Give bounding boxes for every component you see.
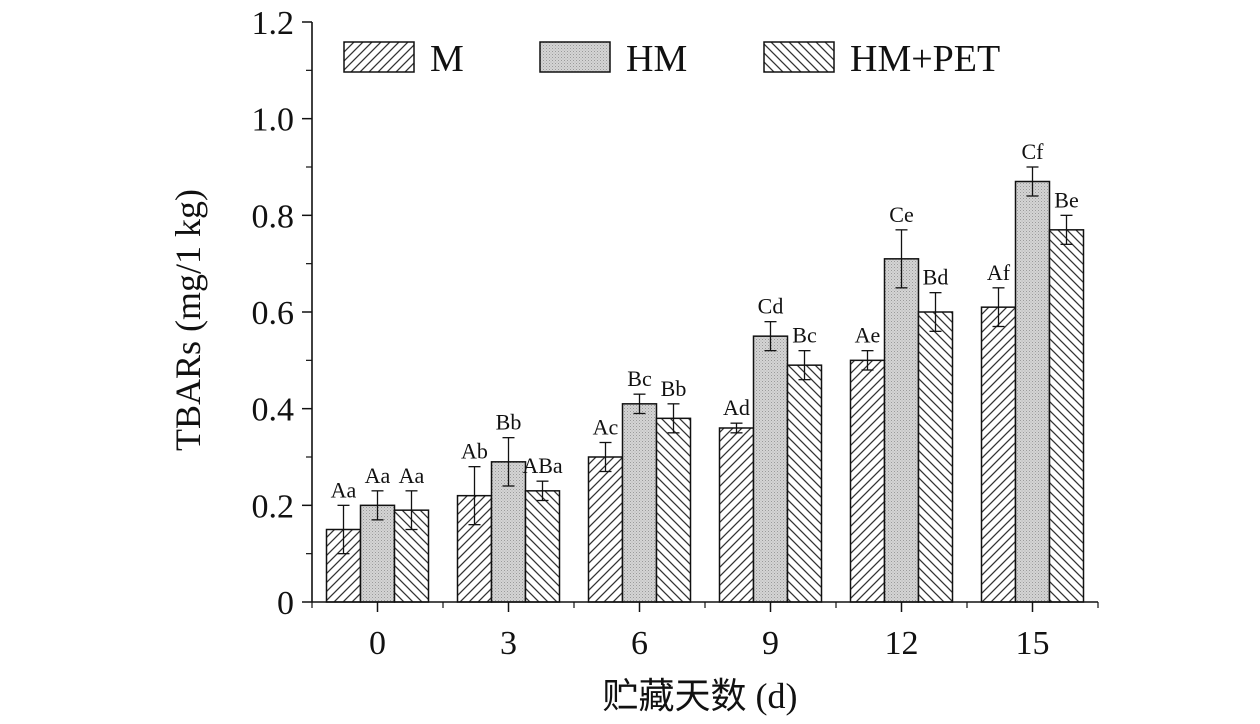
bar-label-HM-9: Cd	[758, 294, 784, 319]
bar-label-HM+PET-0: Aa	[399, 463, 425, 488]
y-tick-label: 1.0	[252, 102, 295, 139]
bar-M-9	[718, 427, 755, 603]
legend-swatch-HM	[539, 41, 611, 73]
y-tick-label: 0.8	[252, 198, 295, 235]
y-axis-title: TBARs (mg/1 kg)	[168, 189, 208, 451]
bar-M-12	[849, 359, 886, 603]
bar-label-HM-3: Bb	[496, 410, 522, 435]
bar-label-HM-6: Bc	[627, 366, 652, 391]
x-axis-title: 贮藏天数 (d)	[603, 676, 798, 716]
bar-label-M-3: Ab	[461, 439, 488, 464]
legend-swatch-HM+PET	[763, 41, 835, 73]
x-tick-label-3: 3	[500, 625, 517, 662]
x-tick-label-15: 15	[1016, 625, 1050, 662]
y-tick-label: 0	[277, 585, 294, 622]
bar-label-HM-0: Aa	[365, 463, 391, 488]
bar-label-HM-15: Cf	[1022, 139, 1045, 164]
x-tick-label-6: 6	[631, 625, 648, 662]
legend: M HM HM+PET	[343, 38, 1000, 80]
y-tick-label: 0.4	[252, 392, 295, 429]
bar-label-HM+PET-15: Be	[1054, 187, 1078, 212]
bar-M-6	[587, 456, 624, 603]
bar-HM+PET-12	[917, 311, 954, 603]
x-tick-label-0: 0	[369, 625, 386, 662]
bar-HM+PET-15	[1048, 229, 1085, 603]
bar-label-HM+PET-3: ABa	[522, 453, 563, 478]
x-tick-label-12: 12	[885, 625, 919, 662]
error-bars-group	[337, 166, 1073, 555]
bar-HM+PET-6	[655, 417, 692, 603]
axes-group: 0 0.2 0.4 0.6 0.8 1.0 1.2 0 3 6 9 12 15	[252, 5, 1099, 662]
x-tick-label-9: 9	[762, 625, 779, 662]
bar-HM+PET-3	[524, 490, 561, 603]
bar-label-M-6: Ac	[593, 415, 619, 440]
bar-label-M-0: Aa	[331, 477, 357, 502]
bar-label-HM+PET-12: Bd	[923, 265, 949, 290]
legend-label-M: M	[430, 38, 464, 80]
bar-HM+PET-9	[786, 364, 823, 603]
bar-HM-15	[1014, 180, 1051, 603]
legend-label-HM+PET: HM+PET	[850, 38, 1000, 80]
bar-label-M-9: Ad	[723, 395, 750, 420]
legend-swatch-M	[343, 41, 415, 73]
legend-label-HM: HM	[626, 38, 687, 80]
bar-label-M-15: Af	[987, 260, 1011, 285]
bar-HM-9	[752, 335, 789, 603]
bars-group	[325, 180, 1085, 603]
bar-label-HM+PET-9: Bc	[792, 323, 817, 348]
bar-label-HM-12: Ce	[889, 202, 913, 227]
bar-HM-6	[621, 403, 658, 603]
y-tick-label: 0.2	[252, 488, 295, 525]
bar-HM-12	[883, 258, 920, 603]
y-tick-label: 0.6	[252, 295, 295, 332]
bar-label-HM+PET-6: Bb	[661, 376, 687, 401]
y-tick-label: 1.2	[252, 5, 295, 42]
bar-M-15	[980, 306, 1017, 603]
bar-label-M-12: Ae	[855, 323, 881, 348]
